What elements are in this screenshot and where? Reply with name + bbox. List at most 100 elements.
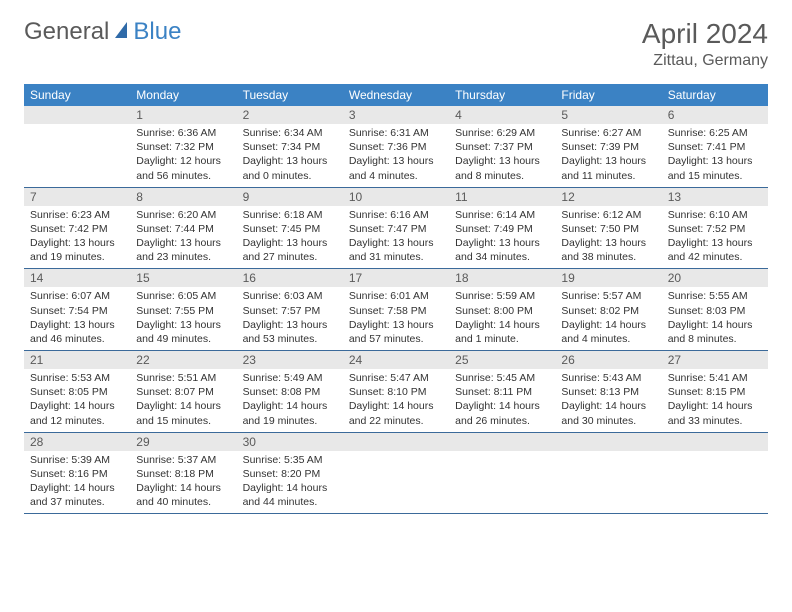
daylight-text: Daylight: 13 hours and 34 minutes. [455, 236, 549, 264]
day-number: 13 [662, 188, 768, 206]
sunset-text: Sunset: 8:08 PM [243, 385, 337, 399]
sunrise-text: Sunrise: 6:14 AM [455, 208, 549, 222]
day-details: Sunrise: 5:57 AMSunset: 8:02 PMDaylight:… [555, 287, 661, 350]
day-details: Sunrise: 5:53 AMSunset: 8:05 PMDaylight:… [24, 369, 130, 432]
day-number: 3 [343, 106, 449, 124]
day-details: Sunrise: 6:10 AMSunset: 7:52 PMDaylight:… [662, 206, 768, 269]
day-number: 18 [449, 269, 555, 287]
day-details: Sunrise: 6:03 AMSunset: 7:57 PMDaylight:… [237, 287, 343, 350]
sunset-text: Sunset: 7:57 PM [243, 304, 337, 318]
calendar-cell: 13Sunrise: 6:10 AMSunset: 7:52 PMDayligh… [662, 188, 768, 269]
sunset-text: Sunset: 7:54 PM [30, 304, 124, 318]
day-details: Sunrise: 5:37 AMSunset: 8:18 PMDaylight:… [130, 451, 236, 514]
sunset-text: Sunset: 8:10 PM [349, 385, 443, 399]
day-number: 12 [555, 188, 661, 206]
calendar-cell: 18Sunrise: 5:59 AMSunset: 8:00 PMDayligh… [449, 269, 555, 350]
day-header-fri: Friday [555, 84, 661, 106]
daylight-text: Daylight: 13 hours and 46 minutes. [30, 318, 124, 346]
day-number [343, 433, 449, 451]
daylight-text: Daylight: 14 hours and 37 minutes. [30, 481, 124, 509]
daylight-text: Daylight: 13 hours and 38 minutes. [561, 236, 655, 264]
day-number: 1 [130, 106, 236, 124]
day-details: Sunrise: 6:12 AMSunset: 7:50 PMDaylight:… [555, 206, 661, 269]
day-number [24, 106, 130, 124]
day-details: Sunrise: 6:18 AMSunset: 7:45 PMDaylight:… [237, 206, 343, 269]
week-row: 14Sunrise: 6:07 AMSunset: 7:54 PMDayligh… [24, 269, 768, 351]
day-details: Sunrise: 6:14 AMSunset: 7:49 PMDaylight:… [449, 206, 555, 269]
calendar-cell: 5Sunrise: 6:27 AMSunset: 7:39 PMDaylight… [555, 106, 661, 187]
daylight-text: Daylight: 13 hours and 42 minutes. [668, 236, 762, 264]
day-details: Sunrise: 5:51 AMSunset: 8:07 PMDaylight:… [130, 369, 236, 432]
day-header-tue: Tuesday [237, 84, 343, 106]
week-row: 1Sunrise: 6:36 AMSunset: 7:32 PMDaylight… [24, 106, 768, 188]
logo-text-general: General [24, 18, 109, 46]
weeks-container: 1Sunrise: 6:36 AMSunset: 7:32 PMDaylight… [24, 106, 768, 514]
day-number: 28 [24, 433, 130, 451]
daylight-text: Daylight: 13 hours and 31 minutes. [349, 236, 443, 264]
calendar-cell: 29Sunrise: 5:37 AMSunset: 8:18 PMDayligh… [130, 433, 236, 514]
calendar-cell: 21Sunrise: 5:53 AMSunset: 8:05 PMDayligh… [24, 351, 130, 432]
calendar-cell: 15Sunrise: 6:05 AMSunset: 7:55 PMDayligh… [130, 269, 236, 350]
sunset-text: Sunset: 8:03 PM [668, 304, 762, 318]
day-headers: Sunday Monday Tuesday Wednesday Thursday… [24, 84, 768, 106]
sunrise-text: Sunrise: 6:03 AM [243, 289, 337, 303]
day-number: 2 [237, 106, 343, 124]
sunset-text: Sunset: 7:39 PM [561, 140, 655, 154]
calendar-cell: 2Sunrise: 6:34 AMSunset: 7:34 PMDaylight… [237, 106, 343, 187]
day-details: Sunrise: 6:36 AMSunset: 7:32 PMDaylight:… [130, 124, 236, 187]
sunrise-text: Sunrise: 5:45 AM [455, 371, 549, 385]
day-details: Sunrise: 6:07 AMSunset: 7:54 PMDaylight:… [24, 287, 130, 350]
daylight-text: Daylight: 14 hours and 4 minutes. [561, 318, 655, 346]
day-number: 11 [449, 188, 555, 206]
day-number: 24 [343, 351, 449, 369]
day-details: Sunrise: 6:20 AMSunset: 7:44 PMDaylight:… [130, 206, 236, 269]
daylight-text: Daylight: 13 hours and 27 minutes. [243, 236, 337, 264]
sunset-text: Sunset: 8:20 PM [243, 467, 337, 481]
calendar-cell: 8Sunrise: 6:20 AMSunset: 7:44 PMDaylight… [130, 188, 236, 269]
calendar-cell: 1Sunrise: 6:36 AMSunset: 7:32 PMDaylight… [130, 106, 236, 187]
day-header-wed: Wednesday [343, 84, 449, 106]
calendar-cell: 23Sunrise: 5:49 AMSunset: 8:08 PMDayligh… [237, 351, 343, 432]
daylight-text: Daylight: 13 hours and 0 minutes. [243, 154, 337, 182]
daylight-text: Daylight: 12 hours and 56 minutes. [136, 154, 230, 182]
day-number: 15 [130, 269, 236, 287]
calendar-cell: 24Sunrise: 5:47 AMSunset: 8:10 PMDayligh… [343, 351, 449, 432]
sunrise-text: Sunrise: 5:49 AM [243, 371, 337, 385]
sunrise-text: Sunrise: 5:43 AM [561, 371, 655, 385]
day-number: 9 [237, 188, 343, 206]
sunrise-text: Sunrise: 5:57 AM [561, 289, 655, 303]
day-number: 22 [130, 351, 236, 369]
day-number: 16 [237, 269, 343, 287]
calendar-cell: 10Sunrise: 6:16 AMSunset: 7:47 PMDayligh… [343, 188, 449, 269]
sunset-text: Sunset: 7:34 PM [243, 140, 337, 154]
daylight-text: Daylight: 14 hours and 19 minutes. [243, 399, 337, 427]
sunrise-text: Sunrise: 5:37 AM [136, 453, 230, 467]
header: General Blue April 2024 Zittau, Germany [0, 0, 792, 78]
day-number: 7 [24, 188, 130, 206]
calendar-cell [343, 433, 449, 514]
day-details: Sunrise: 6:05 AMSunset: 7:55 PMDaylight:… [130, 287, 236, 350]
week-row: 21Sunrise: 5:53 AMSunset: 8:05 PMDayligh… [24, 351, 768, 433]
sunrise-text: Sunrise: 6:16 AM [349, 208, 443, 222]
daylight-text: Daylight: 14 hours and 15 minutes. [136, 399, 230, 427]
sunset-text: Sunset: 7:41 PM [668, 140, 762, 154]
logo-text-blue: Blue [133, 18, 181, 46]
week-row: 28Sunrise: 5:39 AMSunset: 8:16 PMDayligh… [24, 433, 768, 515]
calendar-cell: 30Sunrise: 5:35 AMSunset: 8:20 PMDayligh… [237, 433, 343, 514]
day-details: Sunrise: 5:59 AMSunset: 8:00 PMDaylight:… [449, 287, 555, 350]
calendar-cell [24, 106, 130, 187]
day-number: 4 [449, 106, 555, 124]
sunrise-text: Sunrise: 6:36 AM [136, 126, 230, 140]
day-number: 26 [555, 351, 661, 369]
calendar-cell: 19Sunrise: 5:57 AMSunset: 8:02 PMDayligh… [555, 269, 661, 350]
sunrise-text: Sunrise: 5:53 AM [30, 371, 124, 385]
week-row: 7Sunrise: 6:23 AMSunset: 7:42 PMDaylight… [24, 188, 768, 270]
daylight-text: Daylight: 14 hours and 22 minutes. [349, 399, 443, 427]
sunset-text: Sunset: 8:13 PM [561, 385, 655, 399]
calendar-cell: 4Sunrise: 6:29 AMSunset: 7:37 PMDaylight… [449, 106, 555, 187]
daylight-text: Daylight: 13 hours and 11 minutes. [561, 154, 655, 182]
daylight-text: Daylight: 14 hours and 44 minutes. [243, 481, 337, 509]
day-details: Sunrise: 5:49 AMSunset: 8:08 PMDaylight:… [237, 369, 343, 432]
sunset-text: Sunset: 7:50 PM [561, 222, 655, 236]
daylight-text: Daylight: 13 hours and 19 minutes. [30, 236, 124, 264]
